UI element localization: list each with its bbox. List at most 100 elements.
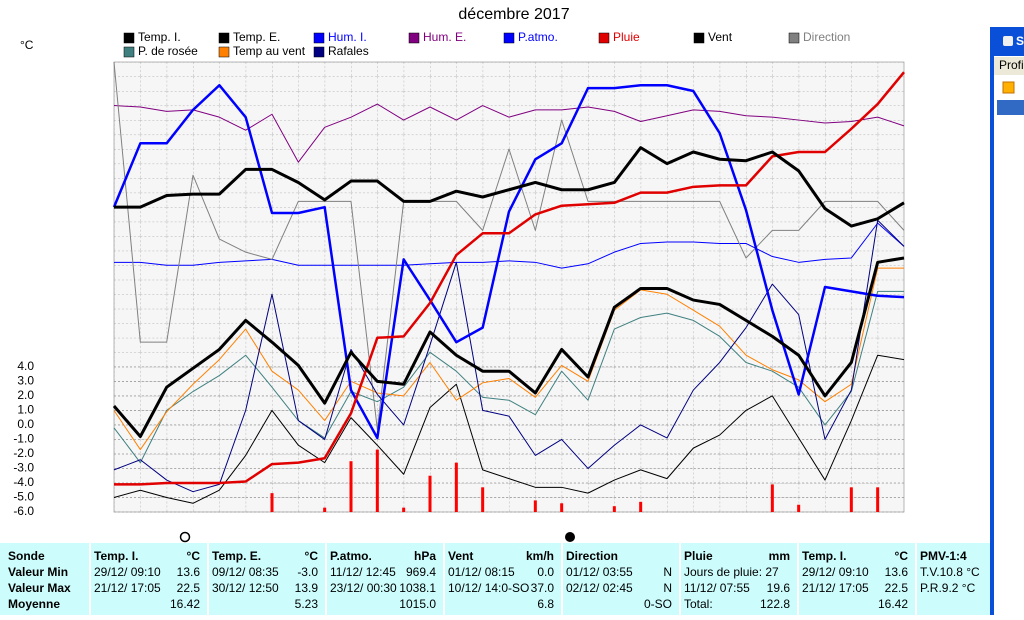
legend-swatch (218, 32, 230, 44)
column-header: Direction (566, 549, 618, 563)
rain-bar (481, 487, 485, 512)
cell-left: P.R.9.2 °C (920, 581, 976, 595)
cell-right: 13.9 (295, 581, 319, 595)
rain-bar (375, 449, 379, 512)
cell-left: 01/12/ 03:55 (566, 565, 633, 579)
window-icon (1003, 36, 1013, 46)
legend-label: Temp. I. (138, 30, 181, 44)
rain-bar (560, 503, 564, 512)
y-tick-label: -6.0 (13, 504, 34, 518)
cell-left: 21/12/ 17:05 (802, 581, 869, 595)
cell-left: 21/12/ 17:05 (94, 581, 161, 595)
rain-bar (612, 506, 616, 512)
column-header: PMV-1:4 (920, 549, 967, 563)
cell-left: 02/12/ 02:45 (566, 581, 633, 595)
rain-bar (349, 461, 353, 512)
legend-label: Vent (708, 30, 733, 44)
moon-icon (565, 532, 575, 542)
series-line (114, 71, 905, 486)
series-line (112, 256, 905, 439)
cell-left: T.V.10.8 °C (920, 565, 980, 579)
legend-label: P.atmo. (518, 30, 558, 44)
y-tick-label: -1.0 (13, 432, 34, 446)
rain-bar (797, 504, 801, 512)
legend-swatch (788, 32, 800, 44)
y-tick-label: 0.0 (17, 417, 34, 431)
cell-right: 16.42 (170, 597, 200, 611)
cell-right: -3.0 (297, 565, 318, 579)
cell-right: 5.23 (295, 597, 319, 611)
cell-right: 0.0 (537, 565, 554, 579)
column-unit: °C (187, 549, 201, 563)
cell-left: 10/12/ 14:0-SO (448, 581, 529, 595)
cell-right: 19.6 (767, 581, 791, 595)
cell-left: Jours de pluie: 27 (684, 565, 779, 579)
cell-right: 969.4 (406, 565, 436, 579)
rain-bar (323, 507, 327, 512)
cell-right: 13.6 (885, 565, 909, 579)
cell-left: 29/12/ 09:10 (802, 565, 869, 579)
tab-bar (994, 57, 1024, 75)
y-unit: °C (20, 38, 34, 52)
legend-label: Temp au vent (233, 44, 306, 58)
series-line (113, 354, 905, 504)
legend-label: Hum. I. (328, 30, 367, 44)
series-line (114, 222, 905, 269)
y-tick-label: -4.0 (13, 475, 34, 489)
row-label: Sonde (8, 549, 45, 563)
cell-left: 29/12/ 09:10 (94, 565, 161, 579)
profile-icon[interactable] (1002, 81, 1015, 94)
column-unit: hPa (414, 549, 436, 563)
rain-bar (533, 500, 537, 512)
column-header: Temp. E. (212, 549, 261, 563)
rain-bar (770, 484, 774, 512)
legend-swatch (598, 32, 610, 44)
legend-swatch (693, 32, 705, 44)
moon-icon (179, 531, 191, 543)
series-line (113, 290, 904, 464)
legend-swatch (408, 32, 420, 44)
cell-right: 6.8 (537, 597, 554, 611)
legend-label: Rafales (328, 44, 369, 58)
cell-left: 11/12/ 07:55 (684, 581, 750, 595)
cell-right: 122.8 (760, 597, 790, 611)
legend-swatch (123, 46, 135, 58)
rain-bar (454, 462, 458, 512)
side-window-body (994, 56, 1024, 615)
column-header: Temp. I. (94, 549, 138, 563)
y-tick-label: -5.0 (13, 490, 34, 504)
series-line (112, 83, 905, 440)
cell-left: 01/12/ 08:15 (448, 565, 515, 579)
rain-bar (428, 475, 432, 512)
cell-left: 11/12/ 12:45 (330, 565, 396, 579)
plot-grid (113, 61, 905, 513)
y-tick-label: -2.0 (13, 446, 34, 460)
column-header: Pluie (684, 549, 713, 563)
series-line (113, 267, 904, 451)
summary-background (0, 543, 990, 615)
y-tick-label: 1.0 (17, 403, 34, 417)
column-header: P.atmo. (330, 549, 372, 563)
side-window-tab[interactable]: Profil (999, 58, 1024, 72)
cell-right: 0-SO (644, 597, 672, 611)
selected-row[interactable] (997, 100, 1024, 115)
series-line (114, 146, 905, 228)
side-window-title: S (1016, 34, 1024, 48)
cell-left: 30/12/ 12:50 (212, 581, 279, 595)
legend-label: Direction (803, 30, 850, 44)
column-unit: °C (895, 549, 909, 563)
chart-title: décembre 2017 (458, 6, 569, 23)
cell-right: 1038.1 (399, 581, 436, 595)
y-tick-label: 4.0 (17, 359, 34, 373)
cell-right: 22.5 (177, 581, 201, 595)
legend-swatch (313, 32, 325, 44)
legend: Temp. I. Temp. E. Hum. I. Hum. E. P.atmo. Plu… (123, 30, 850, 58)
column-header: Temp. I. (802, 549, 846, 563)
legend-label: P. de rosée (138, 44, 198, 58)
legend-swatch (313, 46, 325, 58)
legend-swatch (218, 46, 230, 58)
row-label: Valeur Max (8, 581, 71, 595)
cell-right: 16.42 (878, 597, 908, 611)
legend-label: Pluie (613, 30, 640, 44)
